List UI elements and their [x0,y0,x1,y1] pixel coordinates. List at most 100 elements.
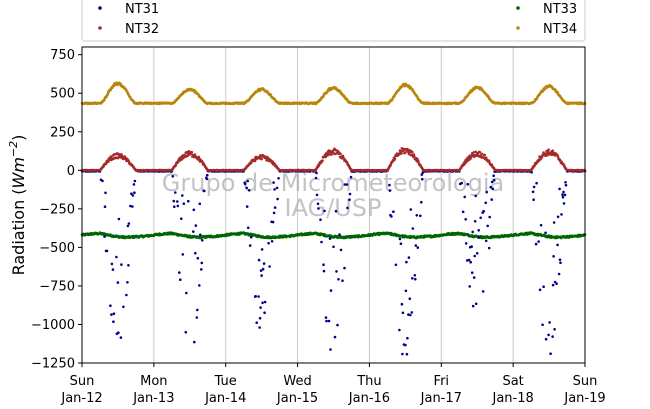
data-point [111,268,115,271]
data-point [187,199,190,203]
data-point [469,260,473,264]
data-point [276,197,279,201]
data-point [206,173,209,177]
data-point [277,177,280,180]
data-point [561,193,564,196]
x-tick-label-date: Jan-15 [276,391,318,406]
data-point [468,285,472,288]
data-point [319,218,322,221]
data-point [414,244,418,247]
data-point [201,239,204,242]
series-layer [80,81,587,356]
data-point [467,258,471,262]
data-point [126,281,129,284]
data-point [535,181,538,185]
data-point [339,152,342,155]
data-point [267,241,270,245]
legend-items: NT31 NT32 NT33 NT34 [98,2,577,37]
x-axis: Sun Jan-12 Mon Jan-13 Tue Jan-14 Wed Jan-15 Thu J… [60,363,606,406]
data-point [558,187,561,191]
data-point [259,306,262,309]
data-point [390,215,393,218]
data-point [561,195,565,199]
data-point [478,151,482,154]
legend-box [81,0,586,42]
data-point [411,227,415,230]
x-tick-label-day: Wed [283,374,311,389]
data-point [348,192,352,196]
data-point [178,271,181,274]
data-point [112,312,116,316]
data-point [541,323,544,327]
data-point [411,277,414,280]
data-point [546,153,549,157]
data-point [116,281,120,284]
data-point [205,177,209,181]
data-point [115,255,118,259]
data-point [245,186,248,190]
legend-marker-nt31 [98,6,102,10]
data-point [560,213,563,216]
data-point [409,313,412,317]
data-point [554,88,557,92]
data-point [329,348,332,351]
data-point [324,155,327,159]
data-point [413,154,416,158]
x-tick-label-date: Jan-19 [563,391,605,406]
legend: NT31 NT32 NT33 NT34 [81,0,586,42]
data-point [398,237,402,241]
data-point [326,154,329,157]
data-point [343,183,347,186]
data-point [486,224,490,228]
data-point [490,180,494,184]
x-tick-label-day: Mon [140,374,167,389]
data-point [464,160,468,164]
data-point [484,156,488,159]
data-point [388,189,392,192]
y-axis-label: Radiation (Wm−2) [7,135,28,276]
data-point [407,256,411,259]
x-tick-label-day: Sun [573,374,598,389]
data-point [266,156,269,159]
data-point [488,215,492,219]
y-axis-label-close: ) [9,135,28,141]
data-point [562,190,565,194]
data-point [195,316,199,319]
x-tick-label-date: Jan-13 [132,391,174,406]
data-point [473,220,477,223]
data-point [109,155,113,158]
data-point [176,200,179,203]
data-point [260,248,264,251]
data-point [410,311,414,314]
data-point [464,218,468,221]
y-tick-label: −1250 [31,357,75,372]
data-point [551,283,555,287]
data-point [489,185,493,189]
data-point [262,262,266,265]
data-point [547,333,550,337]
data-point [343,266,346,270]
data-point [315,171,318,175]
data-point [245,205,249,208]
legend-label-nt33: NT33 [543,2,577,17]
x-tick-label-day: Tue [214,374,237,389]
data-point [564,183,568,187]
data-point [336,323,339,327]
data-point [257,258,261,262]
data-point [549,352,552,356]
data-point [338,233,341,236]
data-point [259,269,263,272]
data-point [415,214,419,217]
data-point [479,216,483,220]
data-point [537,240,540,243]
data-point [532,198,535,201]
data-point [471,230,475,234]
data-point [469,156,473,160]
data-point [550,153,554,157]
data-point [346,206,349,210]
data-point [324,316,328,319]
data-point [404,343,407,347]
x-tick-label-day: Fri [434,374,450,389]
data-point [406,336,409,340]
x-tick-label-day: Sat [502,374,523,389]
